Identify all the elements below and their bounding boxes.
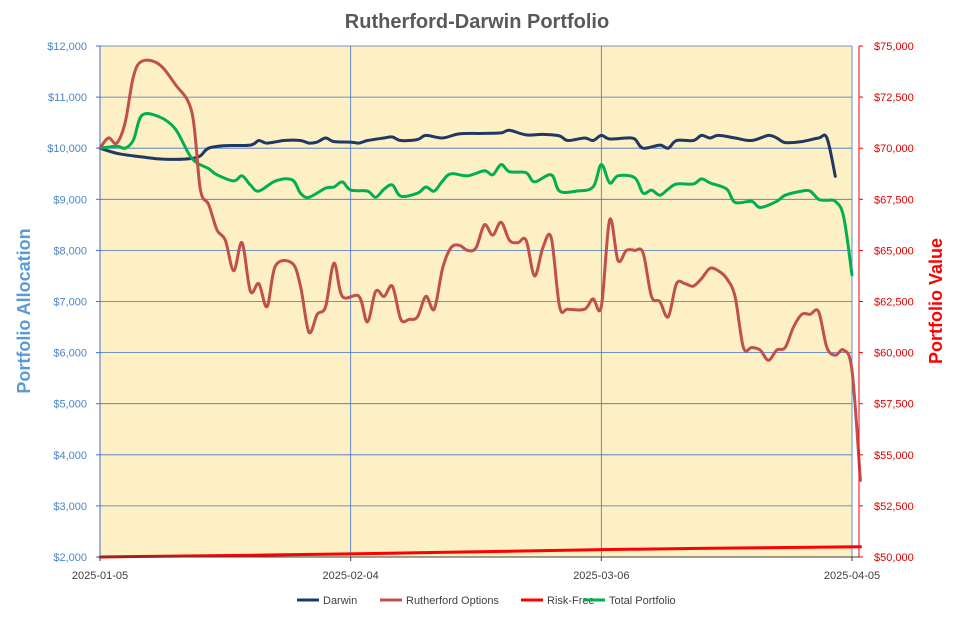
y-left-tick-label: $12,000 (47, 41, 87, 53)
y-right-tick-label: $62,500 (874, 297, 914, 309)
series-line-rutherford-options (98, 58, 862, 482)
y-right-tick-label: $75,000 (874, 41, 914, 53)
y-right-tick-label: $55,000 (874, 450, 914, 462)
chart-title: Rutherford-Darwin Portfolio (345, 11, 609, 33)
legend-item-risk-free: Risk-Free (521, 595, 595, 607)
legend: Darwin Rutherford Options Risk-Free Total P… (297, 595, 676, 607)
y-right-tick-label: $60,000 (874, 348, 914, 360)
x-tick-label: 2025-04-05 (824, 570, 880, 582)
series-lines (98, 58, 862, 559)
legend-label-risk-free: Risk-Free (547, 595, 595, 607)
y-right-tick-label: $70,000 (874, 143, 914, 155)
y-left-tick-label: $7,000 (53, 297, 87, 309)
legend-item-darwin: Darwin (297, 595, 357, 607)
y-left-tick-label: $6,000 (53, 348, 87, 360)
y-left-tick-label: $8,000 (53, 245, 87, 257)
y-left-tick-label: $3,000 (53, 501, 87, 513)
legend-label-darwin: Darwin (323, 595, 357, 607)
y-axis-left-title: Portfolio Allocation (14, 228, 34, 393)
legend-label-rutherford-options: Rutherford Options (406, 595, 499, 607)
axes (96, 45, 863, 561)
y-right-tick-label: $52,500 (874, 501, 914, 513)
series-line-total-portfolio (98, 112, 854, 277)
y-left-tick-label: $10,000 (47, 143, 87, 155)
y-right-tick-label: $57,500 (874, 399, 914, 411)
y-right-tick-label: $50,000 (874, 552, 914, 564)
x-tick-label: 2025-02-04 (323, 570, 379, 582)
series-line-darwin (98, 128, 837, 178)
legend-item-total-portfolio: Total Portfolio (583, 595, 676, 607)
legend-item-rutherford-options: Rutherford Options (380, 595, 499, 607)
tick-labels: $2,000 $3,000 $4,000 $5,000 $6,000 $7,000 $8,0… (47, 41, 914, 582)
y-left-tick-label: $2,000 (53, 552, 87, 564)
x-tick-label: 2025-01-05 (72, 570, 128, 582)
y-axis-right-title: Portfolio Value (926, 238, 946, 364)
series-line-risk-free (98, 545, 862, 559)
y-left-tick-label: $9,000 (53, 194, 87, 206)
legend-label-total-portfolio: Total Portfolio (609, 595, 676, 607)
y-right-tick-label: $67,500 (874, 194, 914, 206)
y-left-tick-label: $5,000 (53, 399, 87, 411)
y-left-tick-label: $4,000 (53, 450, 87, 462)
x-tick-label: 2025-03-06 (573, 570, 629, 582)
y-left-tick-label: $11,000 (48, 92, 87, 104)
y-right-tick-label: $72,500 (874, 92, 914, 104)
y-right-tick-label: $65,000 (874, 245, 914, 257)
